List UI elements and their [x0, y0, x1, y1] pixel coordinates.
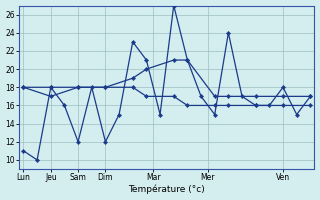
X-axis label: Température (°c): Température (°c)	[129, 185, 205, 194]
